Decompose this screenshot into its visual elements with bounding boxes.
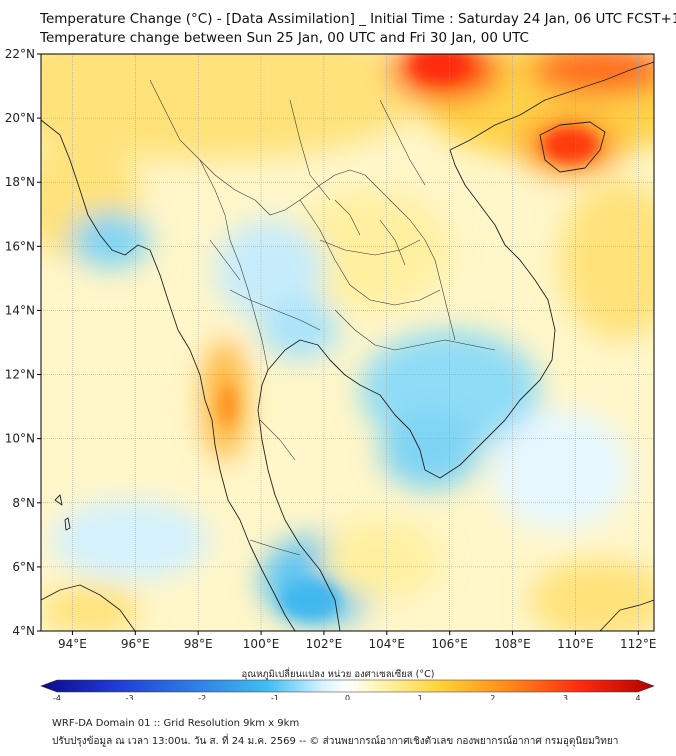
lat-label: 18°N xyxy=(5,175,35,189)
lat-label: 8°N xyxy=(12,496,35,510)
lat-label: 4°N xyxy=(12,624,35,638)
lon-label: 94°E xyxy=(58,637,87,651)
chart-title: Temperature Change (°C) - [Data Assimila… xyxy=(40,11,676,27)
colorbar-tick-label: 1 xyxy=(418,694,423,700)
chart-subtitle: Temperature change between Sun 25 Jan, 0… xyxy=(40,30,529,46)
lat-label: 10°N xyxy=(5,432,35,446)
lon-label: 110°E xyxy=(557,637,594,651)
lon-label: 98°E xyxy=(184,637,213,651)
colorbar-tick-label: 4 xyxy=(635,694,640,700)
lat-label: 12°N xyxy=(5,368,35,382)
temperature-change-map: 22°N 20°N 18°N 16°N 14°N 12°N 10°N 8°N 6°N 4°N 94… xyxy=(5,47,657,700)
map-gridlines xyxy=(41,54,654,631)
colorbar-tick-label: 3 xyxy=(563,694,568,700)
colorbar-tick-label: -2 xyxy=(198,694,206,700)
lat-label: 20°N xyxy=(5,111,35,125)
longitude-labels: 94°E 96°E 98°E 100°E 102°E 104°E 106°E 108°E 110… xyxy=(58,631,657,651)
colorbar-tick-label: -4 xyxy=(53,694,61,700)
lon-label: 96°E xyxy=(121,637,150,651)
lon-label: 104°E xyxy=(369,637,406,651)
lon-label: 102°E xyxy=(306,637,343,651)
lat-label: 22°N xyxy=(5,47,35,61)
footer-model-info: WRF-DA Domain 01 :: Grid Resolution 9km … xyxy=(52,718,300,729)
colorbar-label: อุณหภูมิเปลี่ยนแปลง หน่วย องศาเซลเซียส (… xyxy=(241,669,435,680)
colorbar-ticks: -4 -3 -2 -1 0 1 2 3 4 xyxy=(53,694,641,700)
borders xyxy=(149,79,496,556)
lon-label: 100°E xyxy=(243,637,280,651)
colorbar-tick-label: -1 xyxy=(271,694,279,700)
colorbar: -4 -3 -2 -1 0 1 2 3 4 xyxy=(40,679,655,700)
temperature-field xyxy=(41,54,654,631)
colorbar-tick-label: 2 xyxy=(490,694,495,700)
colorbar-tick-label: 0 xyxy=(345,694,350,700)
lon-label: 112°E xyxy=(620,637,657,651)
lon-label: 108°E xyxy=(494,637,531,651)
map-frame xyxy=(40,53,655,632)
lat-label: 16°N xyxy=(5,239,35,253)
lat-label: 14°N xyxy=(5,303,35,317)
footer-update-info: ปรับปรุงข้อมูล ณ เวลา 13:00น. วัน ส. ที่… xyxy=(52,736,619,747)
colorbar-gradient xyxy=(40,679,655,693)
lat-label: 6°N xyxy=(12,560,35,574)
colorbar-tick-label: -3 xyxy=(126,694,134,700)
coastlines xyxy=(41,61,654,631)
lon-label: 106°E xyxy=(431,637,468,651)
latitude-labels: 22°N 20°N 18°N 16°N 14°N 12°N 10°N 8°N 6°N 4°N xyxy=(5,47,41,638)
